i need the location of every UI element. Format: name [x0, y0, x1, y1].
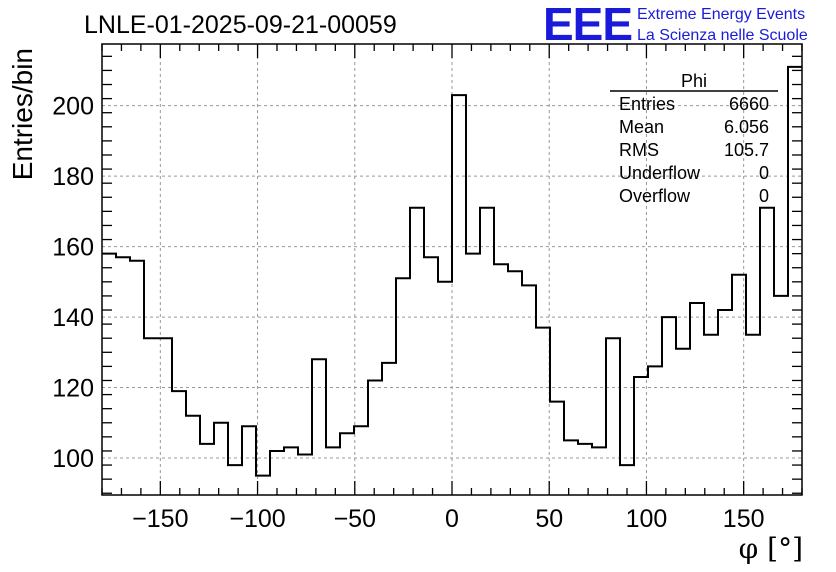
x-tick-label: −150 — [132, 505, 188, 533]
logo-mark: EEE — [543, 0, 632, 50]
stats-row-value: 0 — [759, 186, 769, 206]
y-tick-label: 120 — [52, 375, 94, 403]
stats-row-value: 6.056 — [724, 117, 769, 137]
stats-row-label: Mean — [619, 117, 664, 137]
stats-box-title: Phi — [681, 71, 707, 91]
stats-row-value: 6660 — [729, 94, 769, 114]
y-tick-label: 140 — [52, 304, 94, 332]
stats-rows: Entries 6660 Mean 6.056 RMS 105.7 Underflow 0 Ov… — [619, 94, 769, 206]
stats-row-value: 0 — [759, 163, 769, 183]
x-tick-label: 0 — [445, 505, 459, 533]
y-tick-label: 100 — [52, 445, 94, 473]
axis-ticks — [101, 44, 803, 495]
stats-row-value: 105.7 — [724, 140, 769, 160]
x-tick-label: 50 — [535, 505, 563, 533]
logo-line-2: La Scienza nelle Scuole — [637, 27, 808, 44]
x-tick-label: −50 — [334, 505, 376, 533]
histogram-line — [102, 65, 802, 477]
y-tick-label: 160 — [52, 234, 94, 262]
stats-box: Phi Entries 6660 Mean 6.056 RMS 105.7 Underflo… — [610, 71, 778, 206]
x-tick-labels: −150 −100 −50 0 50 100 150 — [132, 505, 764, 533]
stats-row-label: Underflow — [619, 163, 701, 183]
stats-row-label: RMS — [619, 140, 659, 160]
y-tick-labels: 100 120 140 160 180 200 — [52, 93, 94, 473]
y-axis-label: Entries/bin — [7, 48, 38, 180]
logo-line-1: Extreme Energy Events — [637, 6, 805, 23]
stats-row-label: Overflow — [619, 186, 691, 206]
y-tick-label: 180 — [52, 163, 94, 191]
x-axis-label: φ [°] — [739, 532, 803, 565]
y-tick-label: 200 — [52, 93, 94, 121]
x-tick-label: −100 — [229, 505, 285, 533]
chart-title: LNLE-01-2025-09-21-00059 — [84, 11, 397, 39]
x-tick-label: 100 — [626, 505, 668, 533]
stats-row-label: Entries — [619, 94, 675, 114]
eee-logo: EEE Extreme Energy Events La Scienza nel… — [543, 0, 808, 50]
x-tick-label: 150 — [723, 505, 765, 533]
